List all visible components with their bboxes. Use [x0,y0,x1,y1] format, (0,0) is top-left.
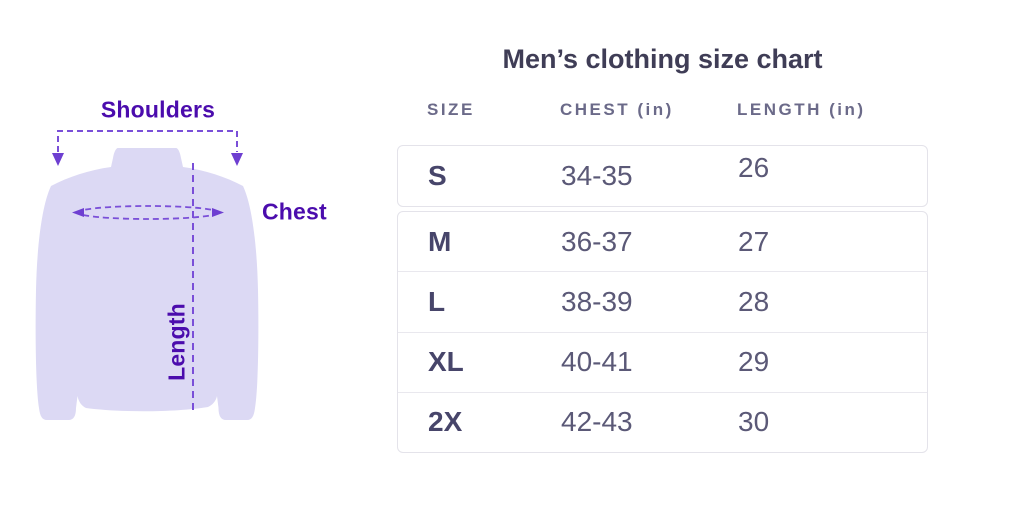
size-cell: L [428,285,446,317]
length-cell: 28 [738,285,770,317]
chest-cell: 40-41 [561,346,633,378]
length-cell: 27 [738,225,770,257]
length-cell: 30 [738,406,770,438]
table-row: XL 40-41 29 [398,331,927,392]
chest-cell: 36-37 [561,225,633,257]
table-row: 2X 42-43 30 [398,391,927,452]
column-header-length: LENGTH (in) [737,100,866,119]
row-card-s: S 34-35 26 [397,145,928,207]
column-header-chest: CHEST (in) [560,100,674,119]
shoulders-measure-arrows [52,153,243,166]
size-cell: S [428,160,447,191]
length-cell: 26 [738,152,770,183]
size-cell: M [428,225,452,257]
shirt-illustration [35,130,259,420]
shoulders-label: Shoulders [100,96,216,123]
length-cell: 29 [738,346,770,378]
table-row: S 34-35 26 [398,146,927,206]
length-label: Length [163,303,190,381]
page-title: Men’s clothing size chart [502,44,823,74]
table-row: M 36-37 27 [398,212,927,271]
size-cell: 2X [428,406,463,438]
column-header-size: SIZE [427,100,475,119]
chest-cell: 42-43 [561,406,633,438]
shirt-measurement-diagram: Shoulders Chest Length [0,0,360,514]
chest-measure-arrows [72,208,224,217]
size-chart-table: Men’s clothing size chart SIZE CHEST (in… [397,0,928,514]
table-row: L 38-39 28 [398,271,927,331]
chest-label: Chest [262,198,327,225]
chest-cell: 38-39 [561,285,633,317]
shoulders-measure-line [57,130,238,152]
shirt-silhouette [35,148,259,420]
chest-cell: 34-35 [561,160,633,191]
size-cell: XL [428,346,464,378]
table-header-row: SIZE CHEST (in) LENGTH (in) [397,99,928,121]
rows-card: M 36-37 27 L 38-39 28 XL 40-41 29 2X 42-… [397,211,928,453]
